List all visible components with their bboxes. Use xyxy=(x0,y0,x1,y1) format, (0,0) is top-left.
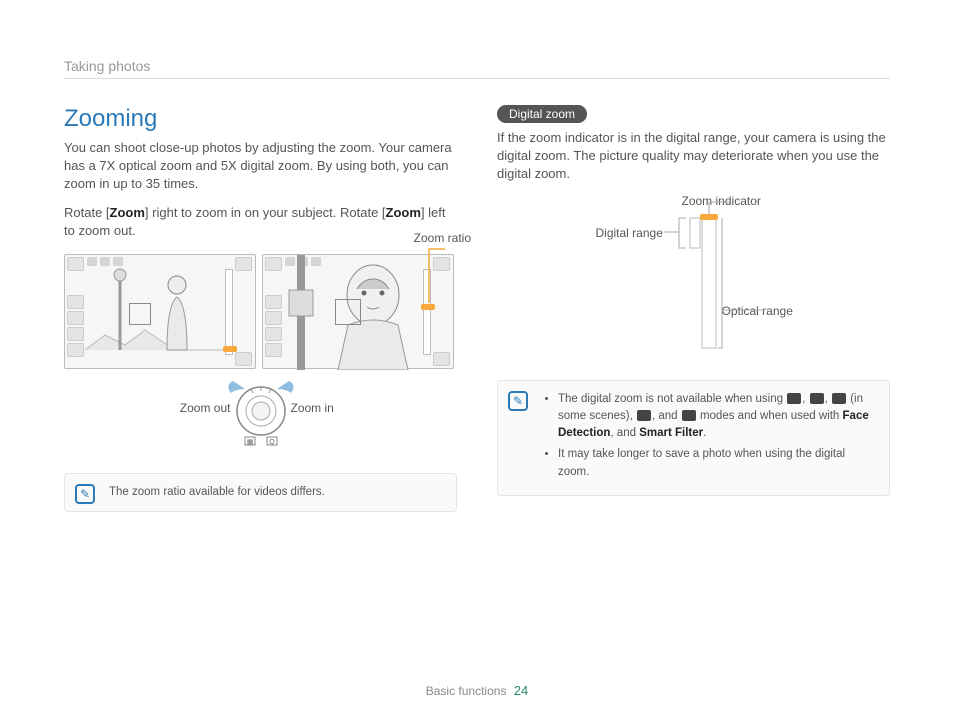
intro-text: You can shoot close-up photos by adjusti… xyxy=(64,139,457,194)
callout-line xyxy=(415,237,455,307)
lcd-figure: Zoom ratio xyxy=(64,254,457,369)
text: . xyxy=(703,427,706,439)
mode-icon xyxy=(682,410,696,421)
note-box: ✎ The zoom ratio available for videos di… xyxy=(64,473,457,512)
lcd-screen-tele: Zoom ratio xyxy=(262,254,454,369)
focus-box-icon xyxy=(335,299,361,325)
zoom-key: Zoom xyxy=(110,205,145,220)
rotate-text: Rotate [Zoom] right to zoom in on your s… xyxy=(64,204,457,240)
text: Rotate [ xyxy=(64,205,110,220)
right-column: Digital zoom If the zoom indicator is in… xyxy=(497,105,890,512)
mode-icon xyxy=(637,410,651,421)
zoom-in-label: Zoom in xyxy=(291,401,334,415)
note-text: The zoom ratio available for videos diff… xyxy=(109,486,325,498)
smart-filter: Smart Filter xyxy=(639,427,703,439)
digital-zoom-badge: Digital zoom xyxy=(497,105,587,123)
svg-text:Q: Q xyxy=(269,439,275,446)
text: The digital zoom is not available when u… xyxy=(558,393,786,405)
mode-icon xyxy=(787,393,801,404)
page-number: 24 xyxy=(514,683,528,698)
zoom-dial-figure: Zoom out Zoom in ▦ Q xyxy=(131,377,391,457)
section-title: Zooming xyxy=(64,105,457,133)
text: , and xyxy=(610,427,639,439)
mode-icon xyxy=(810,393,824,404)
zoom-out-label: Zoom out xyxy=(180,401,231,415)
zoom-dial-icon: ▦ Q xyxy=(211,377,311,455)
zoom-slider-icon xyxy=(223,346,237,352)
breadcrumb: Taking photos xyxy=(64,58,890,79)
zoom-bar xyxy=(225,269,233,355)
text: , and xyxy=(652,410,681,422)
zoom-key: Zoom xyxy=(386,205,421,220)
note-icon: ✎ xyxy=(75,484,95,504)
lcd-screen-wide xyxy=(64,254,256,369)
text: modes and when used with xyxy=(697,410,843,422)
scene-wide-illustration xyxy=(85,255,235,370)
focus-box-icon xyxy=(129,303,151,325)
note-bullet: It may take longer to save a photo when … xyxy=(558,446,877,481)
mode-icon xyxy=(832,393,846,404)
digital-zoom-intro: If the zoom indicator is in the digital … xyxy=(497,129,890,184)
left-column: Zooming You can shoot close-up photos by… xyxy=(64,105,457,512)
indicator-svg xyxy=(564,194,824,364)
footer: Basic functions 24 xyxy=(0,683,954,698)
svg-text:▦: ▦ xyxy=(246,439,253,446)
note-bullet: The digital zoom is not available when u… xyxy=(558,391,877,443)
zoom-indicator-figure: Zoom indicator Digital range Optical ran… xyxy=(564,194,824,364)
text: ] right to zoom in on your subject. Rota… xyxy=(145,205,386,220)
footer-section: Basic functions xyxy=(426,684,507,698)
note-icon: ✎ xyxy=(508,391,528,411)
note-box: ✎ The digital zoom is not available when… xyxy=(497,380,890,496)
